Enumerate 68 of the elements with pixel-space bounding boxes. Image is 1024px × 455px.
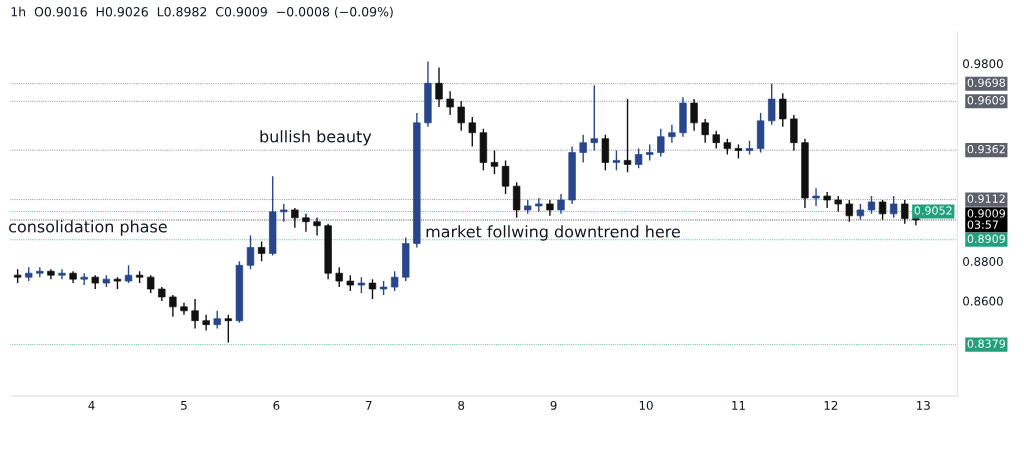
candlestick <box>446 90 454 116</box>
candlestick <box>823 191 831 209</box>
x-tick-label: 8 <box>458 400 465 410</box>
candlestick <box>58 268 66 280</box>
candlestick <box>779 92 787 128</box>
candlestick <box>668 124 676 144</box>
candlestick <box>890 195 898 219</box>
candlestick <box>36 266 44 278</box>
candlestick <box>878 199 887 221</box>
ref-line-label: 0.9698 <box>967 78 1006 87</box>
x-tick-label: 7 <box>366 401 372 410</box>
y-tick-label: 0.8600 <box>963 296 1003 306</box>
candlestick <box>590 84 598 152</box>
candlestick <box>579 134 587 164</box>
chart-title: 1h O0.9016 H0.9026 L0.8982 C0.9009 −0.0008 (−0.09%) <box>11 6 393 18</box>
ref-line-label: 0.9609 <box>967 96 1006 105</box>
candlestick <box>690 98 698 132</box>
candlestick <box>313 217 321 237</box>
candlestick <box>368 278 377 300</box>
candlestick <box>335 266 343 288</box>
candlestick <box>612 149 621 172</box>
candlestick <box>224 314 232 344</box>
ref-line-label: 0.9362 <box>967 144 1005 154</box>
candlestick <box>435 66 443 108</box>
y-tick-label: 0.8800 <box>963 257 1003 266</box>
y-tick-label: 0.9800 <box>963 59 1003 69</box>
annotation: consolidation phase <box>9 220 167 236</box>
annotation: market follwing downtrend here <box>426 225 680 241</box>
ref-line-label: 0.8379 <box>967 339 1006 348</box>
candlestick <box>457 100 465 132</box>
candlestick <box>812 187 820 207</box>
x-tick-label: 5 <box>181 401 187 410</box>
x-tick-label: 4 <box>88 401 95 410</box>
candlestick <box>468 116 476 148</box>
candlestick <box>501 159 510 195</box>
candlestick <box>623 98 632 174</box>
x-tick-label: 12 <box>824 400 838 410</box>
ref-line-label: 0.9112 <box>967 194 1005 203</box>
candlestick <box>901 199 909 225</box>
candlestick <box>191 298 199 330</box>
candlestick <box>246 234 255 270</box>
x-tick-label: 9 <box>550 400 557 410</box>
ref-line-label: 0.9009 03:57 <box>967 209 1006 229</box>
x-tick-label: 10 <box>639 400 653 410</box>
candlestick <box>601 134 610 172</box>
candlestick <box>490 149 499 175</box>
candlestick <box>768 82 776 126</box>
candlestick <box>302 213 310 233</box>
candlestick <box>845 199 853 223</box>
candlestick <box>80 272 88 286</box>
candlestick <box>790 114 798 152</box>
candlestick <box>701 118 709 144</box>
candlestick <box>390 270 399 292</box>
candlestick <box>657 128 665 158</box>
x-tick-label: 11 <box>732 401 745 410</box>
candlestick <box>257 240 266 263</box>
annotation: bullish beauty <box>260 130 372 146</box>
x-tick-label: 13 <box>917 400 930 410</box>
x-tick-label: 6 <box>273 400 280 410</box>
ref-line-label: 0.8909 <box>967 234 1006 243</box>
candlestick <box>557 193 565 215</box>
candlestick <box>291 207 299 229</box>
candlestick <box>169 294 177 318</box>
candlestick <box>512 181 521 219</box>
candlestick <box>202 314 210 332</box>
ref-line-label: 0.9052 <box>914 206 952 215</box>
candlestick <box>634 147 643 170</box>
candlestick <box>535 197 543 213</box>
